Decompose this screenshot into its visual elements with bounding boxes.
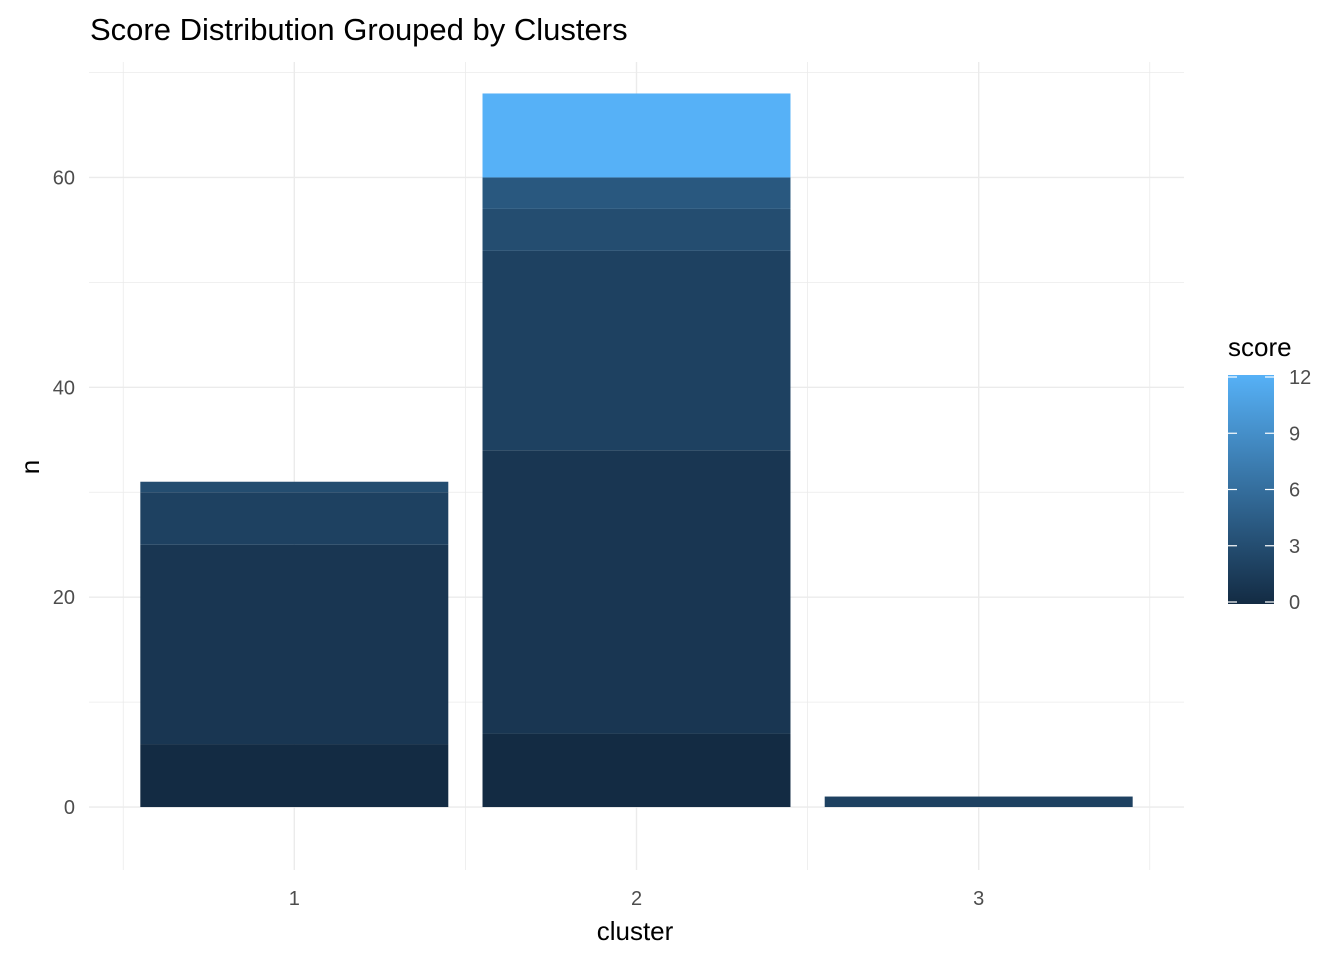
bar-segment-cluster-1-score-1 — [140, 544, 449, 745]
bar-segment-cluster-1-score-3 — [140, 481, 449, 493]
colorbar-label: 0 — [1289, 592, 1300, 614]
y-tick-label: 20 — [53, 587, 75, 609]
bar-segment-cluster-1-score-0 — [140, 744, 449, 808]
y-tick-label: 0 — [64, 797, 75, 819]
bar-segment-cluster-2-score-4 — [482, 177, 791, 209]
legend-title: score — [1228, 332, 1292, 362]
bar-segment-cluster-3-score-2 — [824, 796, 1133, 808]
x-tick-label: 3 — [973, 888, 984, 910]
x-tick-label: 2 — [631, 888, 642, 910]
colorbar-label: 12 — [1289, 367, 1311, 389]
x-axis-title: cluster — [597, 916, 674, 946]
bar-segment-cluster-1-score-2 — [140, 492, 449, 545]
x-tick-label: 1 — [289, 888, 300, 910]
bar-segment-cluster-2-score-1 — [482, 450, 791, 734]
colorbar-label: 6 — [1289, 480, 1300, 502]
chart-title: Score Distribution Grouped by Clusters — [90, 12, 628, 47]
y-tick-label: 60 — [53, 167, 75, 189]
bar-segment-cluster-2-score-12 — [482, 93, 791, 178]
y-tick-label: 40 — [53, 377, 75, 399]
y-axis-title: n — [15, 460, 45, 474]
x-axis-ticks: 1 2 3 — [289, 888, 985, 910]
y-axis-ticks: 0 20 40 60 — [53, 167, 75, 819]
bars — [140, 93, 1133, 808]
bar-segment-cluster-2-score-3 — [482, 208, 791, 251]
legend: score 0 3 6 9 12 — [1228, 332, 1311, 614]
bar-segment-cluster-2-score-2 — [482, 250, 791, 451]
colorbar-label: 3 — [1289, 536, 1300, 558]
bar-segment-cluster-2-score-0 — [482, 733, 791, 808]
colorbar-label: 9 — [1289, 423, 1300, 445]
